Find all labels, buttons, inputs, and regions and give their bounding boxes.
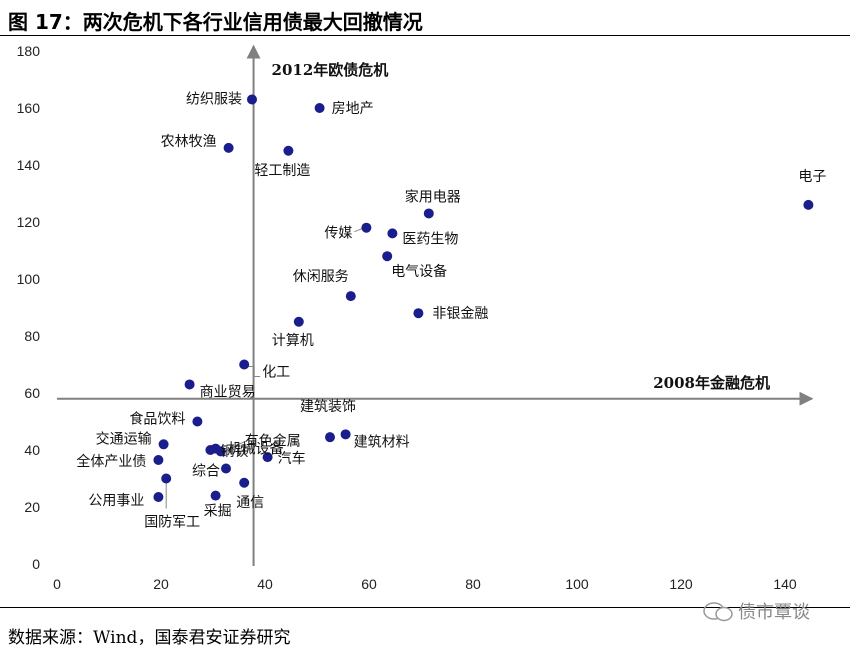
scatter-point	[239, 477, 250, 488]
point-label: 非银金融	[432, 306, 488, 322]
point-label: 全体产业债	[76, 453, 146, 470]
scatter-point	[423, 208, 434, 219]
scatter-point	[210, 490, 221, 501]
x-tick-label: 0	[53, 576, 61, 592]
point-label: 交通运输	[96, 430, 152, 447]
scatter-point	[239, 359, 250, 370]
point-label: 纺织服装	[186, 91, 242, 107]
scatter-point	[192, 416, 203, 427]
y-tick-label: 60	[24, 385, 40, 401]
point-label: 公用事业	[88, 493, 144, 509]
scatter-point	[205, 445, 216, 455]
y-tick-label: 40	[24, 442, 40, 458]
scatter-point	[413, 308, 424, 319]
wechat-icon	[703, 602, 733, 622]
point-label: 轻工制造	[254, 163, 310, 179]
point-label: 化工	[262, 365, 290, 381]
point-label: 食品饮料	[129, 411, 185, 428]
point-label: 建筑材料	[354, 434, 410, 450]
scatter-point	[247, 94, 257, 105]
scatter-point	[325, 432, 335, 443]
watermark: 债市覃谈	[738, 602, 810, 623]
x-tick-label: 20	[153, 576, 169, 592]
y-tick-label: 160	[17, 100, 41, 116]
y-tick-label: 0	[32, 556, 40, 572]
point-label: 采掘	[204, 504, 232, 520]
point-label: 商业贸易	[200, 384, 256, 400]
point-label: 计算机	[272, 333, 314, 349]
scatter-point	[803, 199, 814, 210]
scatter-chart: 0 20 40 60 80 100 120 140 160 180 0 20 40 60 80 100 120 1…	[17, 43, 827, 592]
point-label: 综合	[192, 464, 220, 480]
scatter-point	[161, 473, 172, 484]
y-tick-label: 140	[17, 157, 41, 173]
label-leader-line	[246, 366, 261, 377]
scatter-point	[184, 379, 195, 390]
point-label: 国防军工	[144, 515, 200, 531]
scatter-point	[153, 492, 164, 503]
scatter-point	[387, 228, 398, 239]
x-tick-label: 40	[257, 576, 273, 592]
point-label: 机械设备	[228, 441, 284, 458]
scatter-point	[283, 145, 294, 156]
bottom-rule	[0, 607, 850, 608]
point-label: 房地产	[332, 101, 374, 117]
point-label: 通信	[236, 495, 264, 511]
scatter-point	[293, 316, 304, 327]
point-label: 汽车	[278, 450, 306, 467]
point-label: 传媒	[324, 226, 352, 242]
point-label: 医药生物	[402, 231, 458, 247]
y-tick-label: 80	[24, 328, 40, 344]
point-label: 钢铁	[220, 444, 248, 460]
scatter-point	[158, 439, 169, 450]
y-tick-label: 180	[17, 43, 41, 59]
point-label: 电气设备	[391, 263, 447, 280]
scatter-point	[153, 454, 164, 465]
y-axis-label: 2012年欧债危机	[272, 61, 389, 79]
scatter-point	[223, 142, 234, 153]
x-tick-label: 60	[361, 576, 377, 592]
y-tick-label: 100	[17, 271, 41, 287]
y-tick-label: 20	[24, 499, 40, 515]
point-label: 有色金属	[245, 432, 301, 449]
x-tick-label: 120	[669, 576, 693, 592]
scatter-point	[382, 251, 393, 262]
scatter-point	[345, 291, 356, 302]
top-rule	[0, 35, 850, 36]
point-label: 农林牧渔	[161, 134, 217, 150]
x-tick-label: 140	[773, 576, 797, 592]
scatter-point	[314, 103, 325, 113]
figure-title: 图 17：两次危机下各行业信用债最大回撤情况	[8, 10, 423, 34]
scatter-point	[262, 452, 273, 463]
point-label: 休闲服务	[293, 269, 349, 285]
point-label: 建筑装饰	[300, 399, 356, 415]
x-axis-label: 2008年金融危机	[653, 374, 770, 392]
x-tick-label: 100	[565, 576, 589, 592]
y-tick-label: 120	[17, 214, 41, 230]
x-tick-label: 80	[465, 576, 481, 592]
scatter-point	[221, 463, 231, 474]
point-label: 电子	[798, 169, 826, 185]
source-note: 数据来源：Wind，国泰君安证券研究	[8, 628, 291, 648]
scatter-point	[340, 429, 351, 440]
scatter-point	[215, 446, 226, 457]
scatter-point	[361, 222, 372, 233]
point-label: 家用电器	[405, 188, 461, 205]
